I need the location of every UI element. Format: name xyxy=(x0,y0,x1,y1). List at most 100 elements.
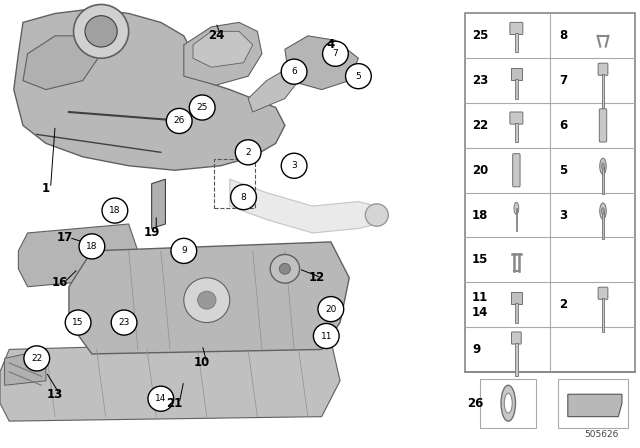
Text: 20: 20 xyxy=(325,305,337,314)
Text: 25: 25 xyxy=(472,29,488,43)
Circle shape xyxy=(602,207,604,214)
Bar xyxy=(602,74,604,108)
Text: 15: 15 xyxy=(72,318,84,327)
Circle shape xyxy=(501,385,515,421)
Text: 20: 20 xyxy=(472,164,488,177)
Polygon shape xyxy=(285,36,358,90)
Text: 11
14: 11 14 xyxy=(472,291,488,319)
Circle shape xyxy=(236,140,261,165)
Text: 21: 21 xyxy=(166,396,183,410)
Text: 2: 2 xyxy=(559,298,567,311)
Text: 11: 11 xyxy=(321,332,332,340)
Text: 9: 9 xyxy=(472,343,481,356)
Circle shape xyxy=(79,234,105,259)
Text: 6: 6 xyxy=(291,67,297,76)
Circle shape xyxy=(171,238,196,263)
Text: 17: 17 xyxy=(56,231,72,244)
Text: 18: 18 xyxy=(86,242,98,251)
FancyBboxPatch shape xyxy=(511,68,522,80)
FancyBboxPatch shape xyxy=(599,109,607,142)
Text: 8: 8 xyxy=(241,193,246,202)
Circle shape xyxy=(102,198,128,223)
Text: 22: 22 xyxy=(31,354,42,363)
Text: 15: 15 xyxy=(472,253,488,267)
Text: 18: 18 xyxy=(109,206,120,215)
Text: 26: 26 xyxy=(467,396,483,410)
Text: 2: 2 xyxy=(245,148,251,157)
Text: 26: 26 xyxy=(173,116,185,125)
Polygon shape xyxy=(4,349,46,385)
FancyBboxPatch shape xyxy=(510,22,523,34)
FancyBboxPatch shape xyxy=(598,63,608,75)
Text: 12: 12 xyxy=(309,271,325,284)
Bar xyxy=(515,303,518,323)
Text: 13: 13 xyxy=(47,388,63,401)
Bar xyxy=(515,33,518,52)
Text: 24: 24 xyxy=(208,29,224,43)
Circle shape xyxy=(600,158,606,174)
Text: 18: 18 xyxy=(472,208,488,222)
Bar xyxy=(602,298,604,332)
Text: 16: 16 xyxy=(52,276,68,289)
Polygon shape xyxy=(230,179,377,233)
Circle shape xyxy=(189,95,215,120)
Circle shape xyxy=(514,202,519,214)
FancyBboxPatch shape xyxy=(465,13,635,372)
Bar xyxy=(515,343,518,376)
Circle shape xyxy=(65,310,91,335)
Bar xyxy=(515,79,518,99)
Text: 7: 7 xyxy=(333,49,339,58)
Circle shape xyxy=(184,278,230,323)
Circle shape xyxy=(280,263,291,274)
Text: 4: 4 xyxy=(327,38,335,52)
Text: 8: 8 xyxy=(559,29,567,43)
Text: 23: 23 xyxy=(472,74,488,87)
Text: 9: 9 xyxy=(181,246,187,255)
Polygon shape xyxy=(14,9,285,170)
Circle shape xyxy=(281,59,307,84)
Polygon shape xyxy=(152,179,165,228)
Text: 14: 14 xyxy=(155,394,166,403)
Text: 25: 25 xyxy=(196,103,208,112)
Text: 5: 5 xyxy=(356,72,362,81)
Text: 1: 1 xyxy=(42,181,50,195)
Polygon shape xyxy=(184,22,262,85)
Circle shape xyxy=(270,254,300,283)
Circle shape xyxy=(85,16,117,47)
Circle shape xyxy=(365,204,388,226)
FancyBboxPatch shape xyxy=(510,112,523,124)
FancyBboxPatch shape xyxy=(511,292,522,304)
Circle shape xyxy=(318,297,344,322)
Circle shape xyxy=(314,323,339,349)
Text: 3: 3 xyxy=(291,161,297,170)
Polygon shape xyxy=(69,242,349,354)
Circle shape xyxy=(166,108,192,134)
Bar xyxy=(602,211,604,239)
Circle shape xyxy=(600,203,606,219)
Text: 3: 3 xyxy=(559,208,567,222)
Circle shape xyxy=(111,310,137,335)
FancyBboxPatch shape xyxy=(513,154,520,187)
Circle shape xyxy=(148,386,173,411)
Polygon shape xyxy=(193,31,253,67)
Polygon shape xyxy=(19,224,138,287)
Text: 22: 22 xyxy=(472,119,488,132)
Text: 10: 10 xyxy=(194,356,211,370)
FancyBboxPatch shape xyxy=(558,379,628,428)
Text: 505626: 505626 xyxy=(584,430,618,439)
Circle shape xyxy=(346,64,371,89)
Circle shape xyxy=(74,4,129,58)
FancyBboxPatch shape xyxy=(511,332,521,344)
Polygon shape xyxy=(0,340,340,421)
Text: 7: 7 xyxy=(559,74,567,87)
Bar xyxy=(516,208,517,231)
FancyBboxPatch shape xyxy=(598,287,608,299)
Polygon shape xyxy=(248,67,299,112)
Text: 23: 23 xyxy=(118,318,130,327)
Polygon shape xyxy=(23,36,101,90)
Text: 6: 6 xyxy=(559,119,567,132)
Text: 19: 19 xyxy=(143,226,160,240)
Circle shape xyxy=(230,185,257,210)
Polygon shape xyxy=(568,394,622,417)
Bar xyxy=(602,166,604,194)
